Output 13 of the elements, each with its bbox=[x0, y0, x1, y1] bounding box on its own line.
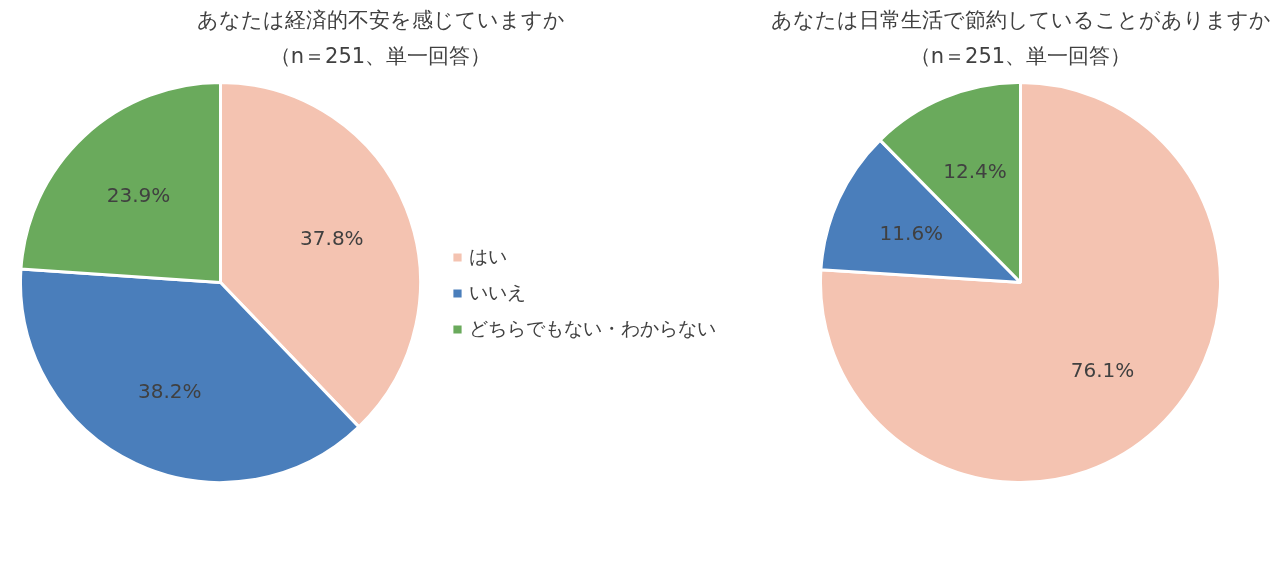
chart-title: あなたは日常生活で節約していることがありますか bbox=[770, 7, 1271, 32]
chart-subtitle: （n＝251、単一回答） bbox=[269, 43, 492, 68]
data-label: 12.4% bbox=[943, 159, 1007, 184]
chart-title: あなたは経済的不安を感じていますか bbox=[196, 7, 565, 32]
legend-label: はい bbox=[469, 244, 507, 269]
data-label: 38.2% bbox=[137, 379, 202, 404]
chart-subtitle: （n＝251、単一回答） bbox=[909, 43, 1132, 68]
data-label: 23.9% bbox=[106, 182, 171, 207]
data-label: 11.6% bbox=[879, 220, 944, 245]
legend-label: どちらでもない・わからない bbox=[469, 316, 716, 341]
data-label: 37.8% bbox=[300, 225, 364, 250]
legend-label: いいえ bbox=[469, 280, 526, 305]
data-label: 76.1% bbox=[1070, 358, 1135, 383]
